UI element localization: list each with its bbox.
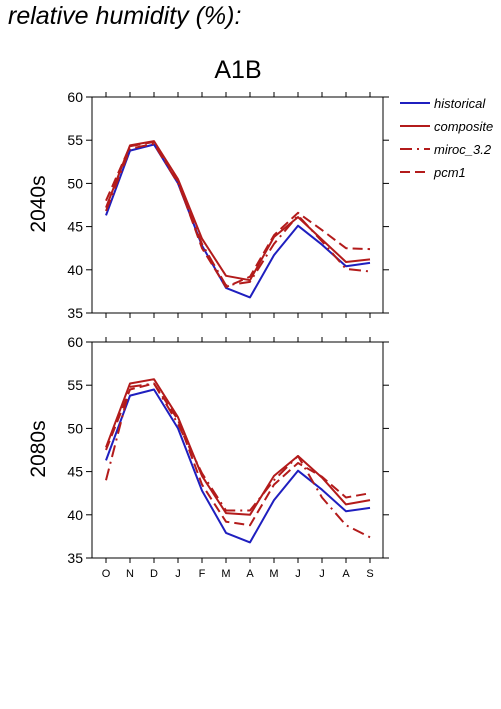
legend-label: pcm1 — [434, 165, 466, 180]
y-tick-label: 45 — [67, 464, 83, 480]
legend-swatch — [400, 171, 430, 173]
y-tick-label: 40 — [67, 262, 83, 278]
y-tick-label: 55 — [67, 377, 83, 393]
series-line-historical — [105, 388, 371, 544]
legend-label: historical — [434, 96, 486, 111]
series-line-composite — [105, 378, 371, 516]
legend-swatch — [400, 102, 430, 104]
legend-swatch — [400, 125, 430, 127]
x-tick-label: J — [295, 568, 301, 580]
y-tick-label: 50 — [67, 175, 83, 191]
legend-item-pcm1: pcm1 — [398, 163, 501, 186]
legend-label: composite — [434, 119, 494, 134]
panel-label-2080s: 2080s — [27, 420, 50, 478]
x-tick-label: M — [269, 568, 278, 580]
x-tick-label: O — [102, 568, 111, 580]
y-tick-label: 60 — [67, 334, 83, 350]
y-tick-label: 35 — [67, 305, 83, 321]
x-tick-label: A — [246, 568, 254, 580]
plot-frame — [91, 96, 384, 314]
x-tick-label: N — [126, 568, 134, 580]
page-heading: relative humidity (%): — [8, 2, 242, 30]
series-line-miroc-3-2 — [105, 382, 371, 539]
y-tick-label: 50 — [67, 420, 83, 436]
x-tick-label: J — [175, 568, 181, 580]
x-tick-label: M — [221, 568, 230, 580]
y-tick-label: 45 — [67, 219, 83, 235]
legend-swatch — [400, 148, 430, 150]
panel-label-2040s: 2040s — [27, 175, 50, 233]
series-line-historical — [105, 143, 371, 299]
x-tick-label: S — [366, 568, 373, 580]
series-line-pcm1 — [105, 382, 371, 527]
plot-frame — [91, 341, 384, 559]
y-tick-label: 40 — [67, 507, 83, 523]
series-line-composite — [105, 140, 371, 282]
x-tick-label: J — [319, 568, 325, 580]
legend-item-miroc: miroc_3.2 — [398, 140, 501, 163]
series-line-miroc-3-2 — [105, 142, 371, 287]
y-tick-label: 60 — [67, 89, 83, 105]
y-tick-label: 55 — [67, 132, 83, 148]
series-line-pcm1 — [105, 140, 371, 289]
legend-label: miroc_3.2 — [434, 142, 492, 157]
x-tick-label: A — [342, 568, 350, 580]
x-tick-label: F — [199, 568, 206, 580]
legend-item-historical: historical — [398, 94, 501, 117]
legend-item-composite: composite — [398, 117, 501, 140]
legend: historical composite miroc_3.2 pcm1 — [398, 94, 501, 186]
x-tick-label: D — [150, 568, 158, 580]
scenario-title: A1B — [214, 56, 262, 84]
y-tick-label: 35 — [67, 550, 83, 566]
